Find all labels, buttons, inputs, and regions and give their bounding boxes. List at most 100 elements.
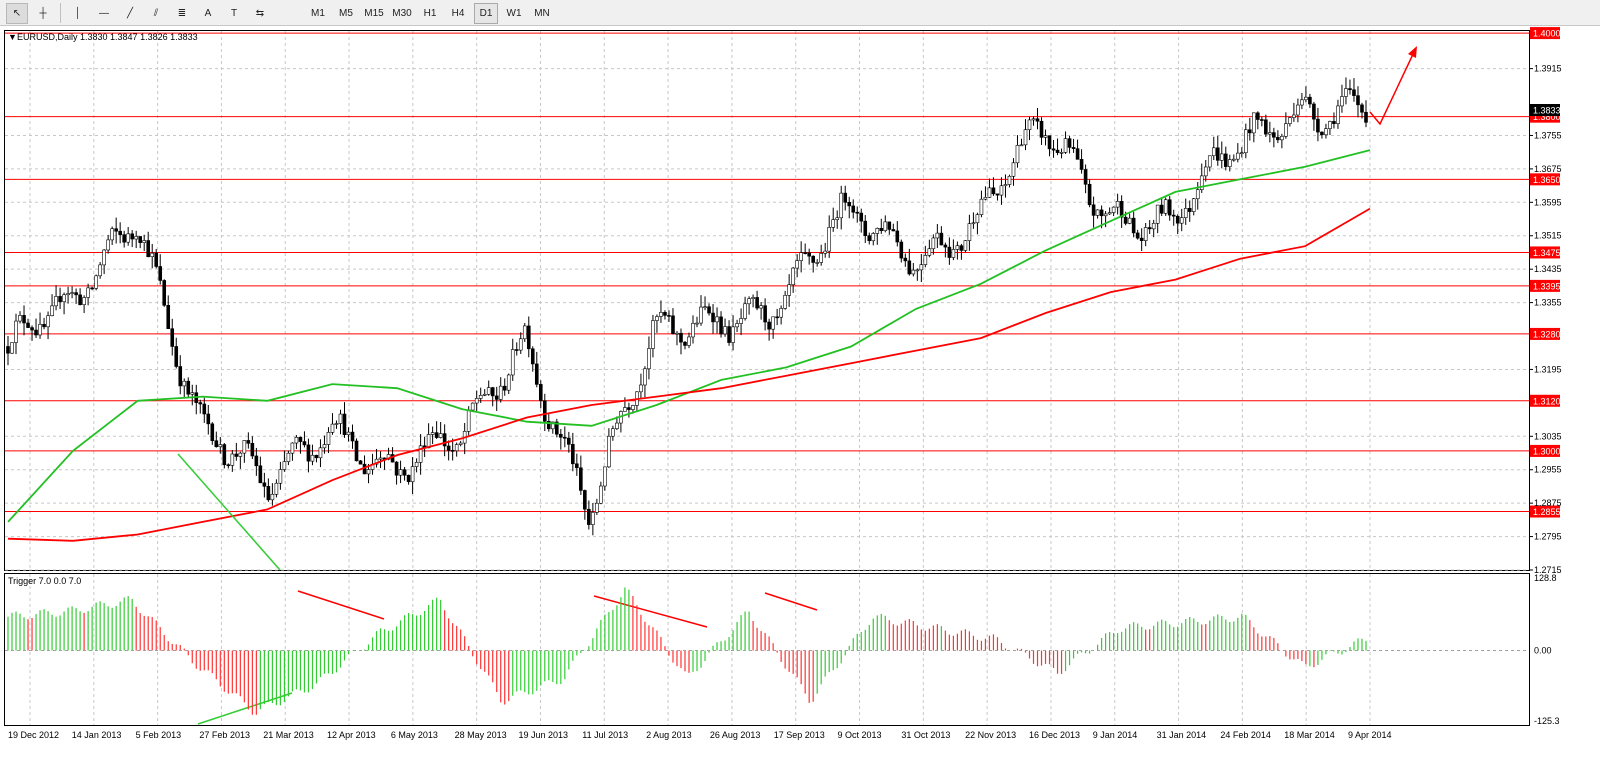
candle-body xyxy=(410,466,415,483)
candle-body xyxy=(502,385,507,391)
candle-body xyxy=(903,257,908,262)
price-tick-label: 1.3355 xyxy=(1534,298,1562,308)
candle-body xyxy=(1139,237,1144,241)
timeframe-h4-button[interactable]: H4 xyxy=(451,7,465,19)
candle-body xyxy=(258,465,263,484)
candle-body xyxy=(919,264,924,271)
candle-body xyxy=(478,395,483,399)
timeframe-m15-button[interactable]: M15 xyxy=(364,7,384,19)
vertical-line-icon[interactable]: │ xyxy=(74,7,82,19)
candle-body xyxy=(182,380,187,387)
timeframe-mn-button[interactable]: MN xyxy=(534,7,550,19)
candle-body xyxy=(935,232,940,239)
candle-body xyxy=(1119,201,1124,218)
candle-body xyxy=(1079,159,1084,170)
candle-body xyxy=(546,421,551,430)
forecast-arrow-line[interactable] xyxy=(1369,49,1416,126)
candle-body xyxy=(951,249,956,258)
price-tick-label: 1.2875 xyxy=(1534,498,1562,508)
timeframe-m30-button[interactable]: M30 xyxy=(392,7,412,19)
candle-body xyxy=(438,433,443,438)
candle-body xyxy=(735,323,739,328)
timeframe-m5-button[interactable]: M5 xyxy=(339,7,353,19)
candle-body xyxy=(1143,227,1148,241)
candle-body xyxy=(595,502,599,513)
candle-body xyxy=(414,462,419,467)
candle-body xyxy=(534,363,539,385)
timeframe-h1-button[interactable]: H1 xyxy=(423,7,437,19)
price-tick-label: 1.2715 xyxy=(1534,565,1562,575)
candle-body xyxy=(611,428,615,437)
date-label: 6 May 2013 xyxy=(391,730,438,740)
candle-body xyxy=(1127,217,1132,224)
date-label: 22 Nov 2013 xyxy=(965,730,1016,740)
candle-body xyxy=(250,443,255,457)
candle-body xyxy=(226,464,231,467)
candle-body xyxy=(1091,204,1096,216)
candle-body xyxy=(246,440,251,444)
candle-body xyxy=(975,214,980,224)
candle-body xyxy=(811,255,815,263)
candle-body xyxy=(743,303,747,319)
text-icon[interactable]: A xyxy=(204,7,212,19)
candle-body xyxy=(1236,152,1240,160)
candle-body xyxy=(1063,138,1068,153)
level-price-label: 1.3475 xyxy=(1533,248,1561,258)
candle-body xyxy=(663,312,667,316)
candle-body xyxy=(1232,158,1236,161)
indicator-tick-label: 0.00 xyxy=(1534,645,1552,655)
candle-body xyxy=(1111,206,1116,213)
candle-body xyxy=(567,437,571,445)
green-trendline[interactable] xyxy=(177,453,281,571)
level-price-label: 1.3650 xyxy=(1533,175,1561,185)
cursor-icon[interactable]: ↖ xyxy=(6,2,28,24)
trendline-icon[interactable]: ╱ xyxy=(126,7,134,19)
candle-body xyxy=(1067,138,1072,148)
divergence-line[interactable] xyxy=(764,592,818,611)
crosshair-icon[interactable]: ┼ xyxy=(39,7,47,19)
text-label-icon[interactable]: T xyxy=(230,7,238,19)
candle-body xyxy=(627,407,631,410)
candle-body xyxy=(446,445,451,451)
date-label: 28 May 2013 xyxy=(455,730,507,740)
candle-body xyxy=(1163,199,1168,214)
candle-body xyxy=(1203,166,1208,177)
candle-body xyxy=(486,387,491,395)
candle-body xyxy=(1183,208,1188,218)
candle-body xyxy=(418,445,423,463)
candle-body xyxy=(1328,121,1332,130)
candle-body xyxy=(1300,99,1304,106)
candle-body xyxy=(1264,119,1268,135)
candle-body xyxy=(583,490,587,510)
candle-body xyxy=(1280,135,1284,141)
candle-body xyxy=(863,220,868,236)
timeframe-d1-button[interactable]: D1 xyxy=(474,2,498,24)
candle-body xyxy=(867,235,872,242)
header-arrow-icon[interactable]: ▼ xyxy=(8,32,17,42)
candle-body xyxy=(142,240,146,243)
candle-body xyxy=(290,442,295,454)
date-label: 31 Jan 2014 xyxy=(1157,730,1207,740)
candle-body xyxy=(591,512,595,525)
arrow-shapes-icon[interactable]: ⇆ xyxy=(255,7,265,19)
candle-body xyxy=(482,393,487,396)
candle-body xyxy=(1087,183,1092,206)
chart-area[interactable]: 1.4000 1.3800 1.3650 1.3475 1.3395 1.3280 1.31… xyxy=(0,26,1600,760)
fibonacci-icon[interactable]: ≣ xyxy=(177,7,187,19)
candle-body xyxy=(1219,153,1224,161)
timeframe-m1-button[interactable]: M1 xyxy=(311,7,325,19)
candle-body xyxy=(26,322,30,328)
divergence-line[interactable] xyxy=(593,595,708,628)
candle-body xyxy=(615,422,619,429)
horizontal-line-icon[interactable]: — xyxy=(99,7,109,19)
equidistant-channel-icon[interactable]: ⫽ xyxy=(153,7,159,19)
divergence-line[interactable] xyxy=(297,590,385,620)
candle-body xyxy=(883,221,888,231)
candle-body xyxy=(170,328,175,347)
candle-body xyxy=(274,482,279,495)
timeframe-buttons: M1 M5 M15 M30 H1 H4 D1 W1 MN xyxy=(306,2,558,24)
candle-body xyxy=(102,249,106,266)
level-price-label: 1.3000 xyxy=(1533,446,1561,456)
timeframe-w1-button[interactable]: W1 xyxy=(506,7,522,19)
forecast-arrowhead-icon xyxy=(1408,46,1417,58)
